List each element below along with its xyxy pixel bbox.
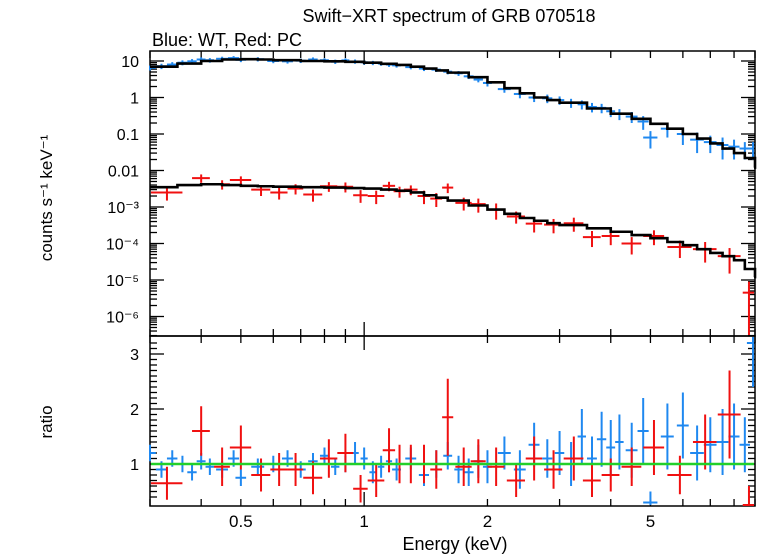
pc-spectrum-point <box>353 190 368 203</box>
pc-ratio-point <box>192 406 210 456</box>
pc-spectrum-point <box>621 237 642 255</box>
pc-spectrum-point <box>442 183 454 194</box>
wt-ratio-point <box>187 464 197 481</box>
pc-spectrum-point <box>367 190 385 205</box>
x-tick-label: 0.5 <box>229 512 253 531</box>
pc-ratio-point <box>544 450 563 489</box>
pc-ratio-point <box>470 439 486 484</box>
wt-ratio-point <box>205 458 215 475</box>
pc-ratio-point <box>214 447 230 486</box>
wt-ratio-point <box>643 491 658 505</box>
pc-ratio-point <box>621 447 642 486</box>
pc-ratio-point <box>667 455 692 495</box>
wt-ratio-point <box>235 469 247 486</box>
chart-subtitle: Blue: WT, Red: PC <box>152 30 302 50</box>
chart-title: Swift−XRT spectrum of GRB 070518 <box>303 6 596 26</box>
pc-ratio-point <box>525 436 543 481</box>
pc-spectrum-point <box>487 203 505 220</box>
pc-ratio-point <box>367 464 385 497</box>
data-marks <box>149 56 757 506</box>
pc-ratio-point <box>717 370 741 459</box>
y-tick-label: 10⁻³ <box>107 200 139 217</box>
wt-ratio-point <box>463 458 474 486</box>
pc-spectrum-point <box>270 187 288 200</box>
wt-model-curve <box>150 57 757 169</box>
wt-ratio-point <box>660 403 674 470</box>
x-tick-label: 2 <box>483 512 492 531</box>
pc-spectrum-point <box>742 281 754 335</box>
y-tick-label: 0.1 <box>117 127 139 144</box>
pc-ratio-point <box>337 433 354 473</box>
wt-ratio-point <box>746 337 755 387</box>
pc-spectrum-point <box>582 231 601 248</box>
y-tick-label: 10⁻⁶ <box>106 310 139 327</box>
pc-ratio-point <box>353 475 368 503</box>
y-tick-label: 10⁻⁵ <box>106 273 139 290</box>
ratio-y-axis-label: ratio <box>37 405 56 438</box>
pc-ratio-point <box>151 466 183 500</box>
wt-ratio-point <box>251 458 265 475</box>
pc-ratio-point <box>382 428 396 473</box>
wt-ratio-point <box>676 392 689 459</box>
tick-labels: 0.5 1 2 5 10 1 0.1 0.01 10⁻³ 10⁻⁴ 10⁻⁵ 10⁻⁶ 1 2 3 <box>106 54 655 531</box>
pc-ratio-point <box>506 464 526 497</box>
x-axis-label: Energy (keV) <box>402 534 507 554</box>
wt-ratio-point <box>542 439 553 478</box>
spectrum-y-axis-label: counts s⁻¹ keV⁻¹ <box>37 134 56 261</box>
ratio-panel-frame <box>149 335 756 507</box>
pc-ratio-point <box>455 447 472 486</box>
wt-ratio-point <box>554 431 565 475</box>
wt-ratio-point <box>149 444 156 462</box>
y-tick-label: 0.01 <box>108 164 139 181</box>
ratio-y-tick-label: 1 <box>130 457 139 474</box>
pc-spectrum-point <box>229 176 252 185</box>
pc-ratio-point <box>270 453 288 486</box>
wt-ratio-point <box>690 425 704 481</box>
pc-spectrum-point <box>667 240 692 259</box>
pc-ratio-point <box>442 378 454 456</box>
wt-ratio-point <box>637 398 649 464</box>
x-tick-label: 5 <box>646 512 655 531</box>
wt-ratio-point <box>454 455 463 484</box>
pc-spectrum-point <box>151 187 183 201</box>
pc-ratio-point <box>487 447 505 486</box>
pc-ratio-point <box>582 464 601 497</box>
pc-spectrum-point <box>303 189 323 202</box>
pc-ratio-point <box>692 414 717 470</box>
wt-ratio-point <box>331 458 340 475</box>
wt-spectrum-point <box>746 142 755 160</box>
y-tick-label: 10⁻⁴ <box>106 237 139 254</box>
wt-ratio-point <box>360 447 368 470</box>
pc-ratio-point <box>643 420 665 475</box>
pc-ratio-point <box>430 450 443 489</box>
y-tick-label: 1 <box>130 91 139 108</box>
pc-ratio-point <box>287 453 304 486</box>
pc-spectrum-point <box>192 174 210 183</box>
ratio-y-tick-label: 2 <box>130 402 139 419</box>
spectrum-panel-frame <box>149 50 756 337</box>
ratio-y-tick-label: 3 <box>130 347 139 364</box>
pc-ratio-point <box>229 425 252 470</box>
wt-ratio-point <box>319 447 329 464</box>
wt-ratio-point <box>577 409 586 464</box>
pc-ratio-point <box>303 461 323 495</box>
wt-ratio-point <box>615 414 624 470</box>
x-tick-label: 1 <box>359 512 368 531</box>
wt-spectrum-point <box>643 131 658 149</box>
pc-ratio-point <box>563 436 584 481</box>
pc-ratio-point <box>319 439 338 478</box>
pc-model-curve <box>150 182 757 279</box>
wt-ratio-point <box>596 411 607 467</box>
wt-ratio-point <box>377 455 385 478</box>
y-tick-label: 10 <box>121 54 139 71</box>
pc-ratio-point <box>742 486 754 506</box>
